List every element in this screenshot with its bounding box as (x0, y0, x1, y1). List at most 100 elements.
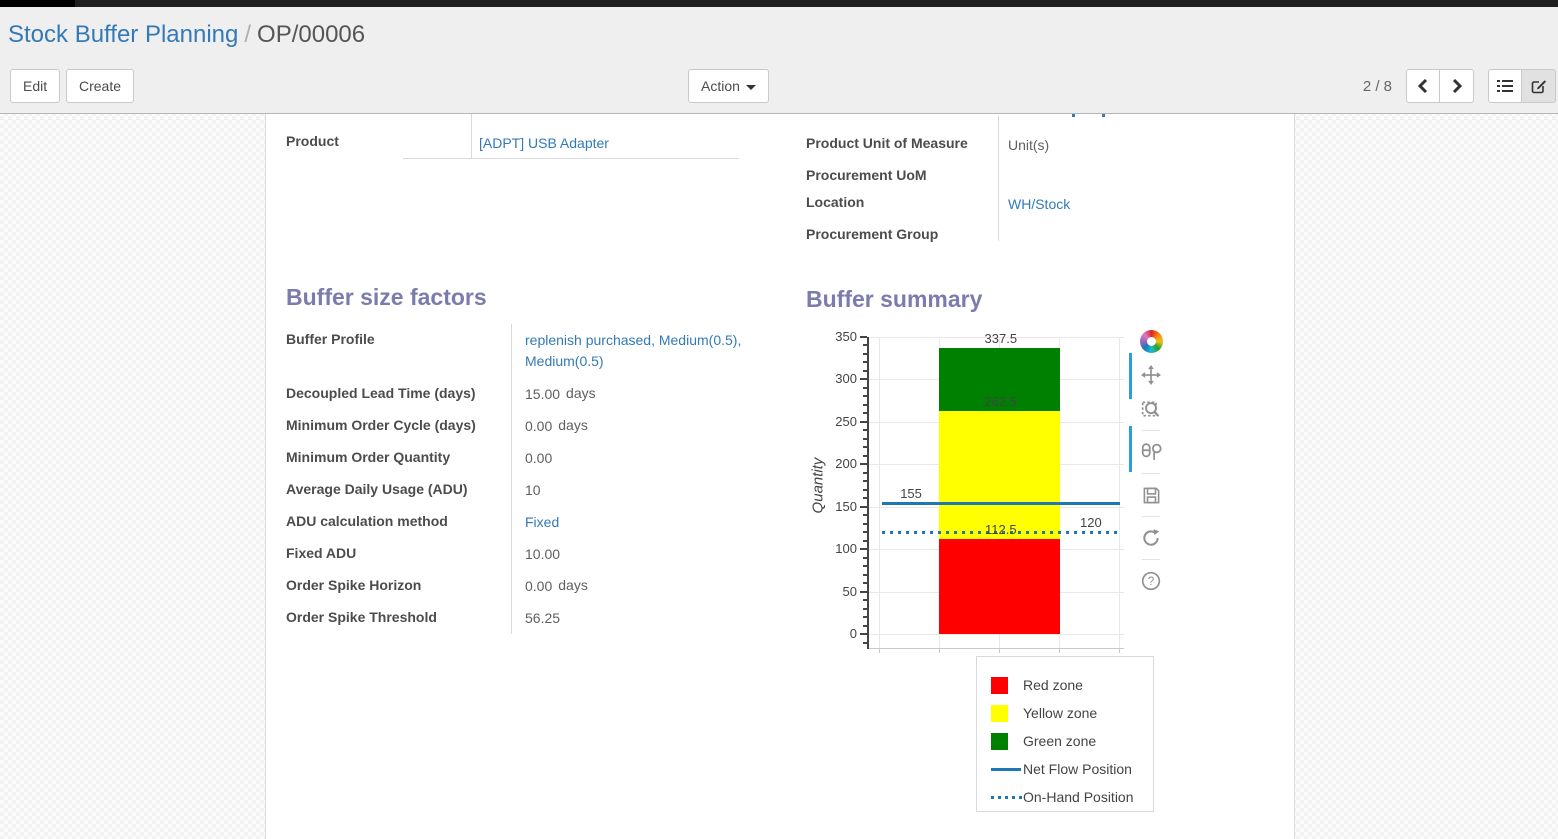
field-row: Fixed ADU 10.00 (286, 538, 776, 570)
cell-divider (471, 114, 472, 158)
zoom-box-icon[interactable] (1136, 396, 1166, 422)
clipped-row-artifact (1102, 114, 1105, 117)
annotation-120: 120 (1079, 515, 1102, 531)
buffer-summary-title: Buffer summary (806, 286, 983, 312)
y-minor-tick (863, 369, 867, 372)
legend-item-green-zone[interactable]: Green zone (977, 727, 1153, 755)
y-minor-tick (863, 582, 867, 585)
clipped-row-artifact (1072, 114, 1075, 117)
plotly-logo-icon[interactable] (1136, 328, 1166, 354)
chevron-left-icon (1417, 79, 1428, 93)
y-minor-tick (863, 565, 867, 568)
edit-form-icon (1531, 80, 1546, 94)
red-zone-bar (939, 538, 1060, 635)
buffer-factors-table: Buffer Profile replenish purchased, Medi… (286, 324, 776, 634)
y-axis-line (867, 337, 869, 649)
field-row: Decoupled Lead Time (days) 15.00 days (286, 378, 776, 410)
y-tick (860, 590, 867, 593)
y-tick (860, 548, 867, 551)
gridline-v (1119, 337, 1120, 649)
min-order-qty-label: Minimum Order Quantity (286, 449, 451, 465)
y-minor-tick (863, 403, 867, 406)
pager-previous-button[interactable] (1406, 69, 1440, 103)
location-label: Location (806, 194, 865, 210)
modebar-active-indicator (1129, 353, 1132, 399)
y-minor-tick (863, 344, 867, 347)
y-minor-tick (863, 386, 867, 389)
field-row: ADU calculation method Fixed (286, 506, 776, 538)
y-minor-tick (863, 395, 867, 398)
y-tick (860, 463, 867, 466)
gridline-h (869, 634, 1124, 636)
cell-divider (403, 158, 739, 159)
net-flow-position-line (882, 501, 1120, 505)
chevron-right-icon (1452, 79, 1462, 93)
order-spike-horizon-label: Order Spike Horizon (286, 577, 422, 593)
y-minor-tick (863, 556, 867, 559)
y-tick (860, 378, 867, 381)
view-switcher (1488, 69, 1556, 103)
y-minor-tick (863, 352, 867, 355)
adu-method-value-link[interactable]: Fixed (525, 514, 560, 530)
procurement-group-label: Procurement Group (806, 226, 939, 242)
modebar-separator (1142, 473, 1160, 474)
y-minor-tick (863, 497, 867, 500)
y-minor-tick (863, 539, 867, 542)
svg-text:?: ? (1148, 575, 1155, 588)
help-icon[interactable]: ? (1136, 568, 1166, 594)
legend-item-net-flow-position[interactable]: Net Flow Position (977, 755, 1153, 783)
list-view-button[interactable] (1488, 69, 1522, 103)
gridline-v (879, 337, 880, 649)
y-tick-label: 200 (835, 456, 857, 472)
field-row: Buffer Profile replenish purchased, Medi… (286, 324, 776, 378)
form-view-button[interactable] (1522, 69, 1556, 103)
location-value-link[interactable]: WH/Stock (1008, 196, 1071, 212)
y-minor-tick (863, 514, 867, 517)
legend-item-on-hand-position[interactable]: On-Hand Position (977, 783, 1153, 811)
modebar-separator (1142, 559, 1160, 560)
y-minor-tick (863, 616, 867, 619)
x-axis-line (869, 648, 1124, 649)
legend-item-yellow-zone[interactable]: Yellow zone (977, 699, 1153, 727)
y-minor-tick (863, 607, 867, 610)
breadcrumb-parent-link[interactable]: Stock Buffer Planning (8, 21, 239, 48)
modebar-separator (1142, 516, 1160, 517)
save-icon[interactable] (1136, 482, 1166, 508)
days-suffix: days (566, 385, 596, 401)
x-tick (879, 649, 880, 653)
y-tick-label: 150 (835, 498, 857, 514)
x-tick (999, 649, 1000, 653)
y-minor-tick (863, 471, 867, 474)
pager-nav (1406, 69, 1474, 103)
annotation-337.5: 337.5 (984, 330, 1018, 346)
y-minor-tick (863, 446, 867, 449)
y-tick-label: 300 (835, 371, 857, 387)
product-value-link[interactable]: [ADPT] USB Adapter (479, 135, 609, 151)
action-dropdown-button[interactable]: Action (688, 69, 769, 103)
buffer-profile-value-link[interactable]: replenish purchased, Medium(0.5), Medium… (525, 332, 742, 369)
reset-axes-icon[interactable] (1136, 525, 1166, 551)
days-suffix: days (558, 417, 588, 433)
field-row: Minimum Order Cycle (days) 0.00 days (286, 410, 776, 442)
compare-hover-icon[interactable] (1136, 439, 1166, 465)
pager-value: 2 / 8 (1362, 77, 1392, 95)
y-minor-tick (863, 522, 867, 525)
field-row: Order Spike Threshold 56.25 (286, 602, 776, 634)
create-button[interactable]: Create (66, 69, 135, 103)
min-order-cycle-label: Minimum Order Cycle (days) (286, 417, 476, 433)
buffer-profile-label: Buffer Profile (286, 331, 375, 347)
y-minor-tick (863, 599, 867, 602)
line-swatch-icon (991, 767, 1023, 771)
pager-next-button[interactable] (1440, 69, 1474, 103)
legend-item-red-zone[interactable]: Red zone (977, 671, 1153, 699)
y-tick (860, 505, 867, 508)
field-row: Average Daily Usage (ADU) 10 (286, 474, 776, 506)
x-tick (1119, 649, 1120, 653)
decoupled-lead-time-label: Decoupled Lead Time (days) (286, 385, 476, 401)
pan-icon[interactable] (1136, 362, 1166, 388)
y-tick-label: 50 (842, 583, 857, 599)
edit-button[interactable]: Edit (10, 69, 61, 103)
gridline-h (869, 337, 1124, 338)
y-minor-tick (863, 641, 867, 644)
adu-label: Average Daily Usage (ADU) (286, 481, 468, 497)
